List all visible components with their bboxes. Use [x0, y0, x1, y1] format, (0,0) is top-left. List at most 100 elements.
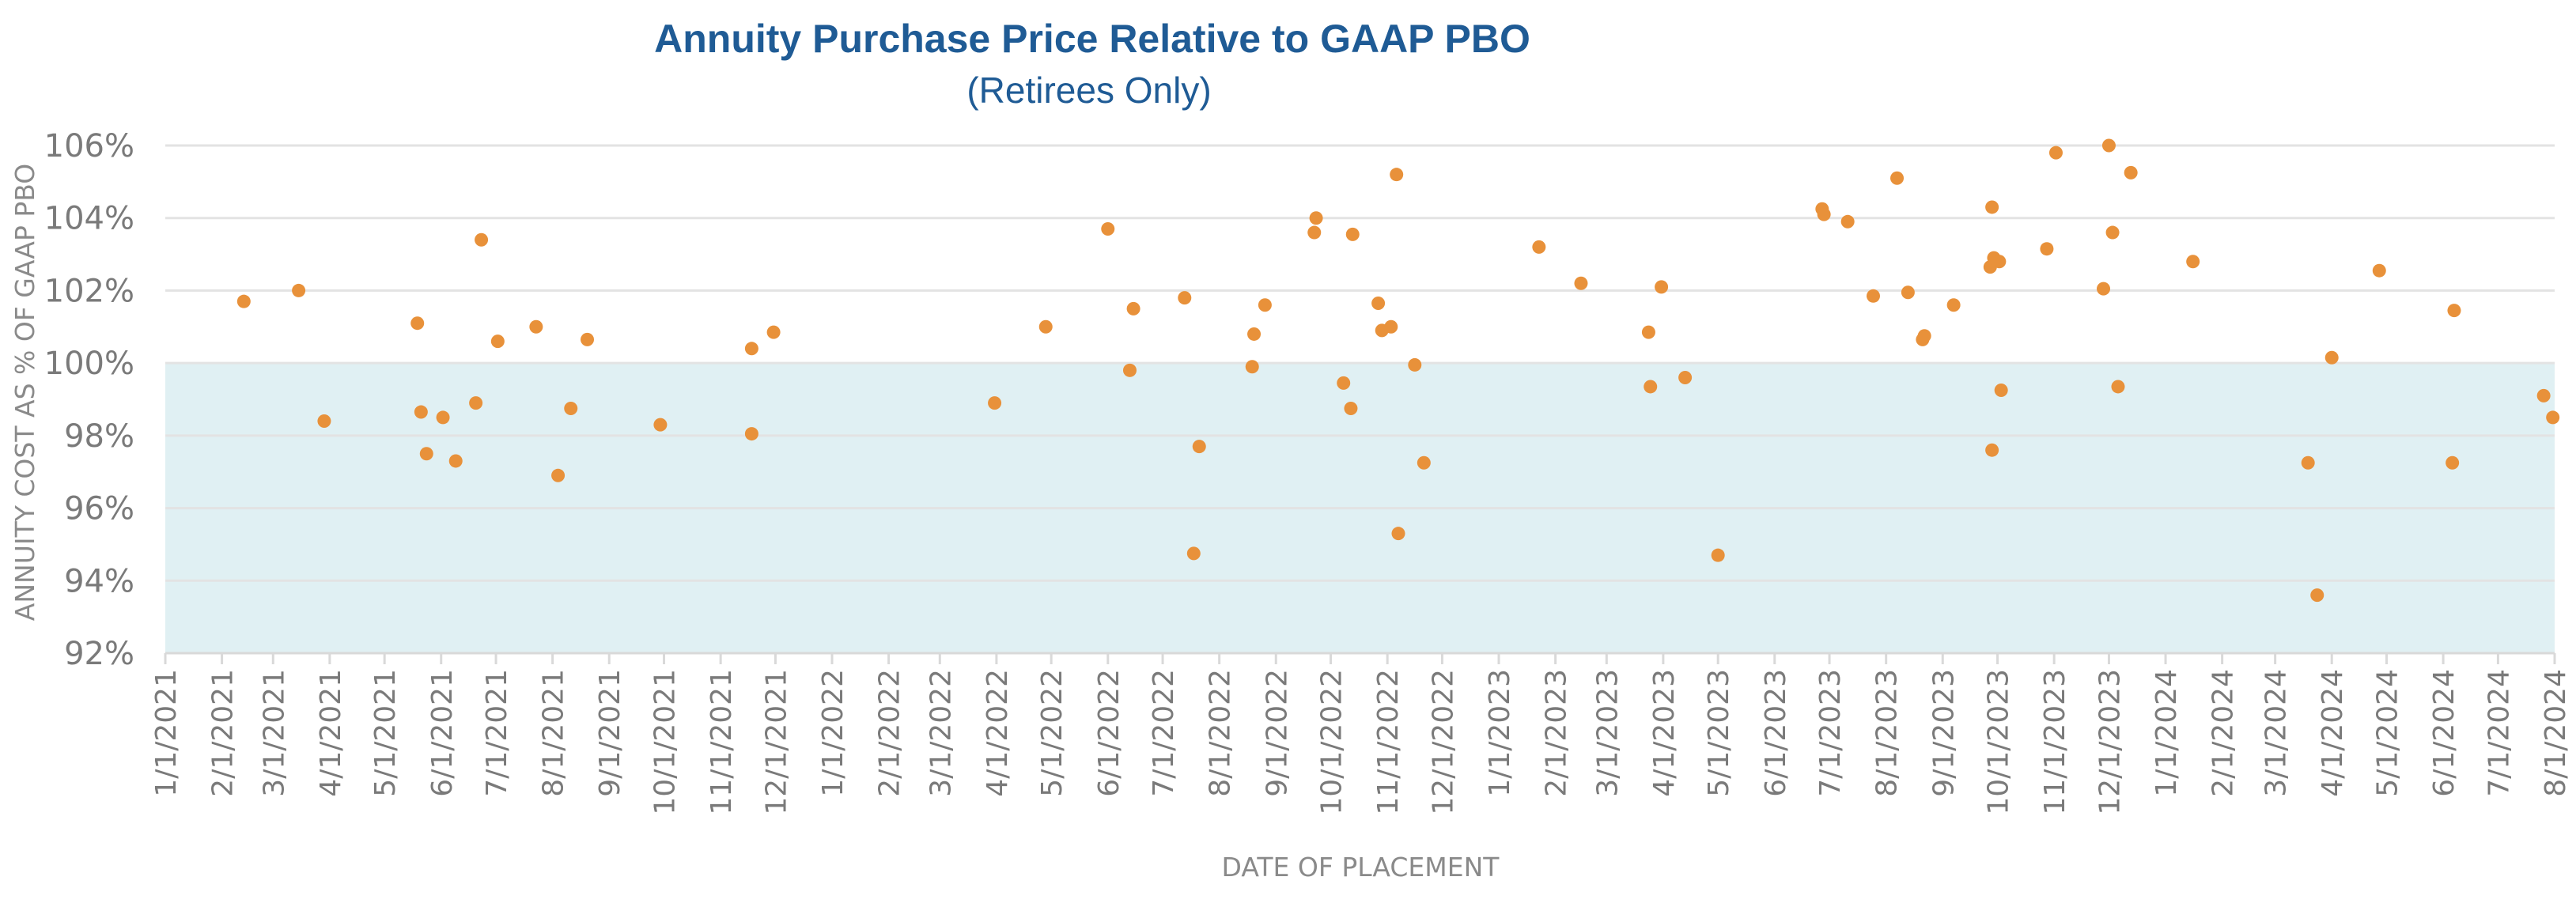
x-tick-label: 9/1/2021 — [594, 669, 626, 797]
data-point — [414, 405, 428, 419]
chart-title: Annuity Purchase Price Relative to GAAP … — [654, 17, 1530, 61]
x-tick-label: 8/1/2022 — [1205, 669, 1237, 797]
data-point — [1917, 329, 1931, 343]
data-point — [1992, 255, 2007, 269]
data-point — [2097, 282, 2111, 296]
data-point — [1247, 327, 1262, 341]
data-point — [1371, 296, 1386, 310]
data-point — [1711, 548, 1725, 562]
data-point — [436, 410, 450, 425]
x-tick-label: 6/1/2023 — [1760, 669, 1792, 797]
x-tick-label: 5/1/2021 — [369, 669, 402, 797]
y-tick-label: 94% — [64, 563, 134, 599]
data-point — [469, 396, 483, 410]
data-point — [529, 319, 543, 334]
x-tick-label: 1/1/2023 — [1484, 669, 1516, 797]
data-point — [2186, 255, 2200, 269]
x-tick-label: 6/1/2022 — [1093, 669, 1125, 797]
data-point — [1307, 225, 1322, 240]
x-tick-label: 11/1/2021 — [705, 669, 738, 815]
data-point — [1840, 214, 1855, 229]
data-point — [490, 334, 505, 349]
x-tick-label: 2/1/2023 — [1541, 669, 1573, 797]
data-point — [1391, 527, 1405, 541]
y-tick-label: 96% — [64, 491, 134, 527]
y-tick-label: 100% — [44, 346, 134, 382]
y-tick-label: 106% — [44, 128, 134, 164]
data-point — [744, 342, 758, 356]
data-point — [1985, 443, 1999, 457]
data-point — [1946, 298, 1961, 312]
data-point — [1384, 319, 1398, 334]
data-point — [1890, 171, 1905, 185]
x-tick-label: 10/1/2022 — [1316, 669, 1349, 815]
data-point — [2445, 455, 2460, 470]
x-tick-label: 1/1/2022 — [817, 669, 849, 797]
x-tick-label: 8/1/2021 — [538, 669, 570, 797]
data-point — [410, 316, 425, 331]
data-point — [2301, 455, 2315, 470]
data-point — [292, 283, 306, 297]
data-point — [1390, 168, 1404, 182]
x-tick-label: 4/1/2023 — [1648, 669, 1681, 797]
x-tick-label: 6/1/2021 — [426, 669, 459, 797]
y-tick-label: 98% — [64, 418, 134, 455]
plot-area: 92% 94% 96% 98% 100% 102% 104% 106% 1/1/2021 2/1/… — [44, 128, 2572, 815]
x-axis-label: DATE OF PLACEMENT — [1222, 852, 1500, 882]
x-tick-label: 3/1/2021 — [258, 669, 290, 797]
data-point — [1345, 227, 1360, 241]
data-point — [1101, 221, 1115, 236]
x-tick-label: 5/1/2023 — [1703, 669, 1735, 797]
x-tick-label: 9/1/2023 — [1927, 669, 1960, 797]
data-point — [236, 294, 251, 308]
data-point — [653, 418, 668, 432]
data-point — [2536, 388, 2551, 402]
data-point — [1867, 289, 1881, 303]
data-point — [2372, 263, 2386, 278]
data-point — [1817, 207, 1831, 221]
data-point — [317, 414, 331, 429]
data-point — [1985, 200, 1999, 214]
data-point — [1186, 546, 1201, 561]
x-tick-label: 4/1/2021 — [315, 669, 347, 797]
data-point — [2105, 225, 2120, 240]
x-tick-label: 10/1/2021 — [649, 669, 682, 815]
x-tick-label: 7/1/2024 — [2483, 669, 2515, 797]
data-point — [1258, 298, 1272, 312]
x-tick-label: 12/1/2021 — [760, 669, 792, 815]
x-tick-label: 1/1/2021 — [150, 669, 183, 797]
data-point — [2101, 138, 2116, 153]
x-tick-label: 2/1/2022 — [874, 669, 906, 797]
x-tick-label: 3/1/2024 — [2260, 669, 2293, 797]
data-point — [1532, 240, 1546, 254]
x-tick-label: 3/1/2022 — [925, 669, 957, 797]
data-point — [1994, 384, 2008, 398]
x-tick-label: 11/1/2023 — [2039, 669, 2071, 815]
x-tick-label: 4/1/2024 — [2317, 669, 2349, 797]
x-tick-label: 7/1/2023 — [1814, 669, 1847, 797]
x-tick-label: 5/1/2022 — [1036, 669, 1069, 797]
y-tick-label: 92% — [64, 636, 134, 672]
data-point — [766, 325, 781, 339]
data-point — [1901, 285, 1915, 300]
data-point — [1178, 291, 1192, 305]
data-point — [2124, 165, 2138, 180]
data-point — [1337, 376, 1351, 390]
data-point — [1678, 370, 1693, 384]
x-tick-label: 4/1/2022 — [982, 669, 1014, 797]
chart-subtitle: (Retirees Only) — [966, 70, 1211, 111]
data-point — [2546, 410, 2560, 425]
data-point — [988, 396, 1002, 410]
x-tick-label: 2/1/2021 — [207, 669, 240, 797]
x-tick-label: 5/1/2024 — [2372, 669, 2404, 797]
x-tick-label: 11/1/2022 — [1372, 669, 1405, 815]
data-point — [564, 401, 578, 415]
data-point — [1644, 380, 1658, 394]
data-point — [2111, 380, 2125, 394]
data-point — [1574, 276, 1588, 290]
data-point — [419, 447, 433, 461]
x-tick-label: 12/1/2022 — [1427, 669, 1459, 815]
y-tick-label: 102% — [44, 273, 134, 309]
data-point — [1245, 360, 1259, 374]
